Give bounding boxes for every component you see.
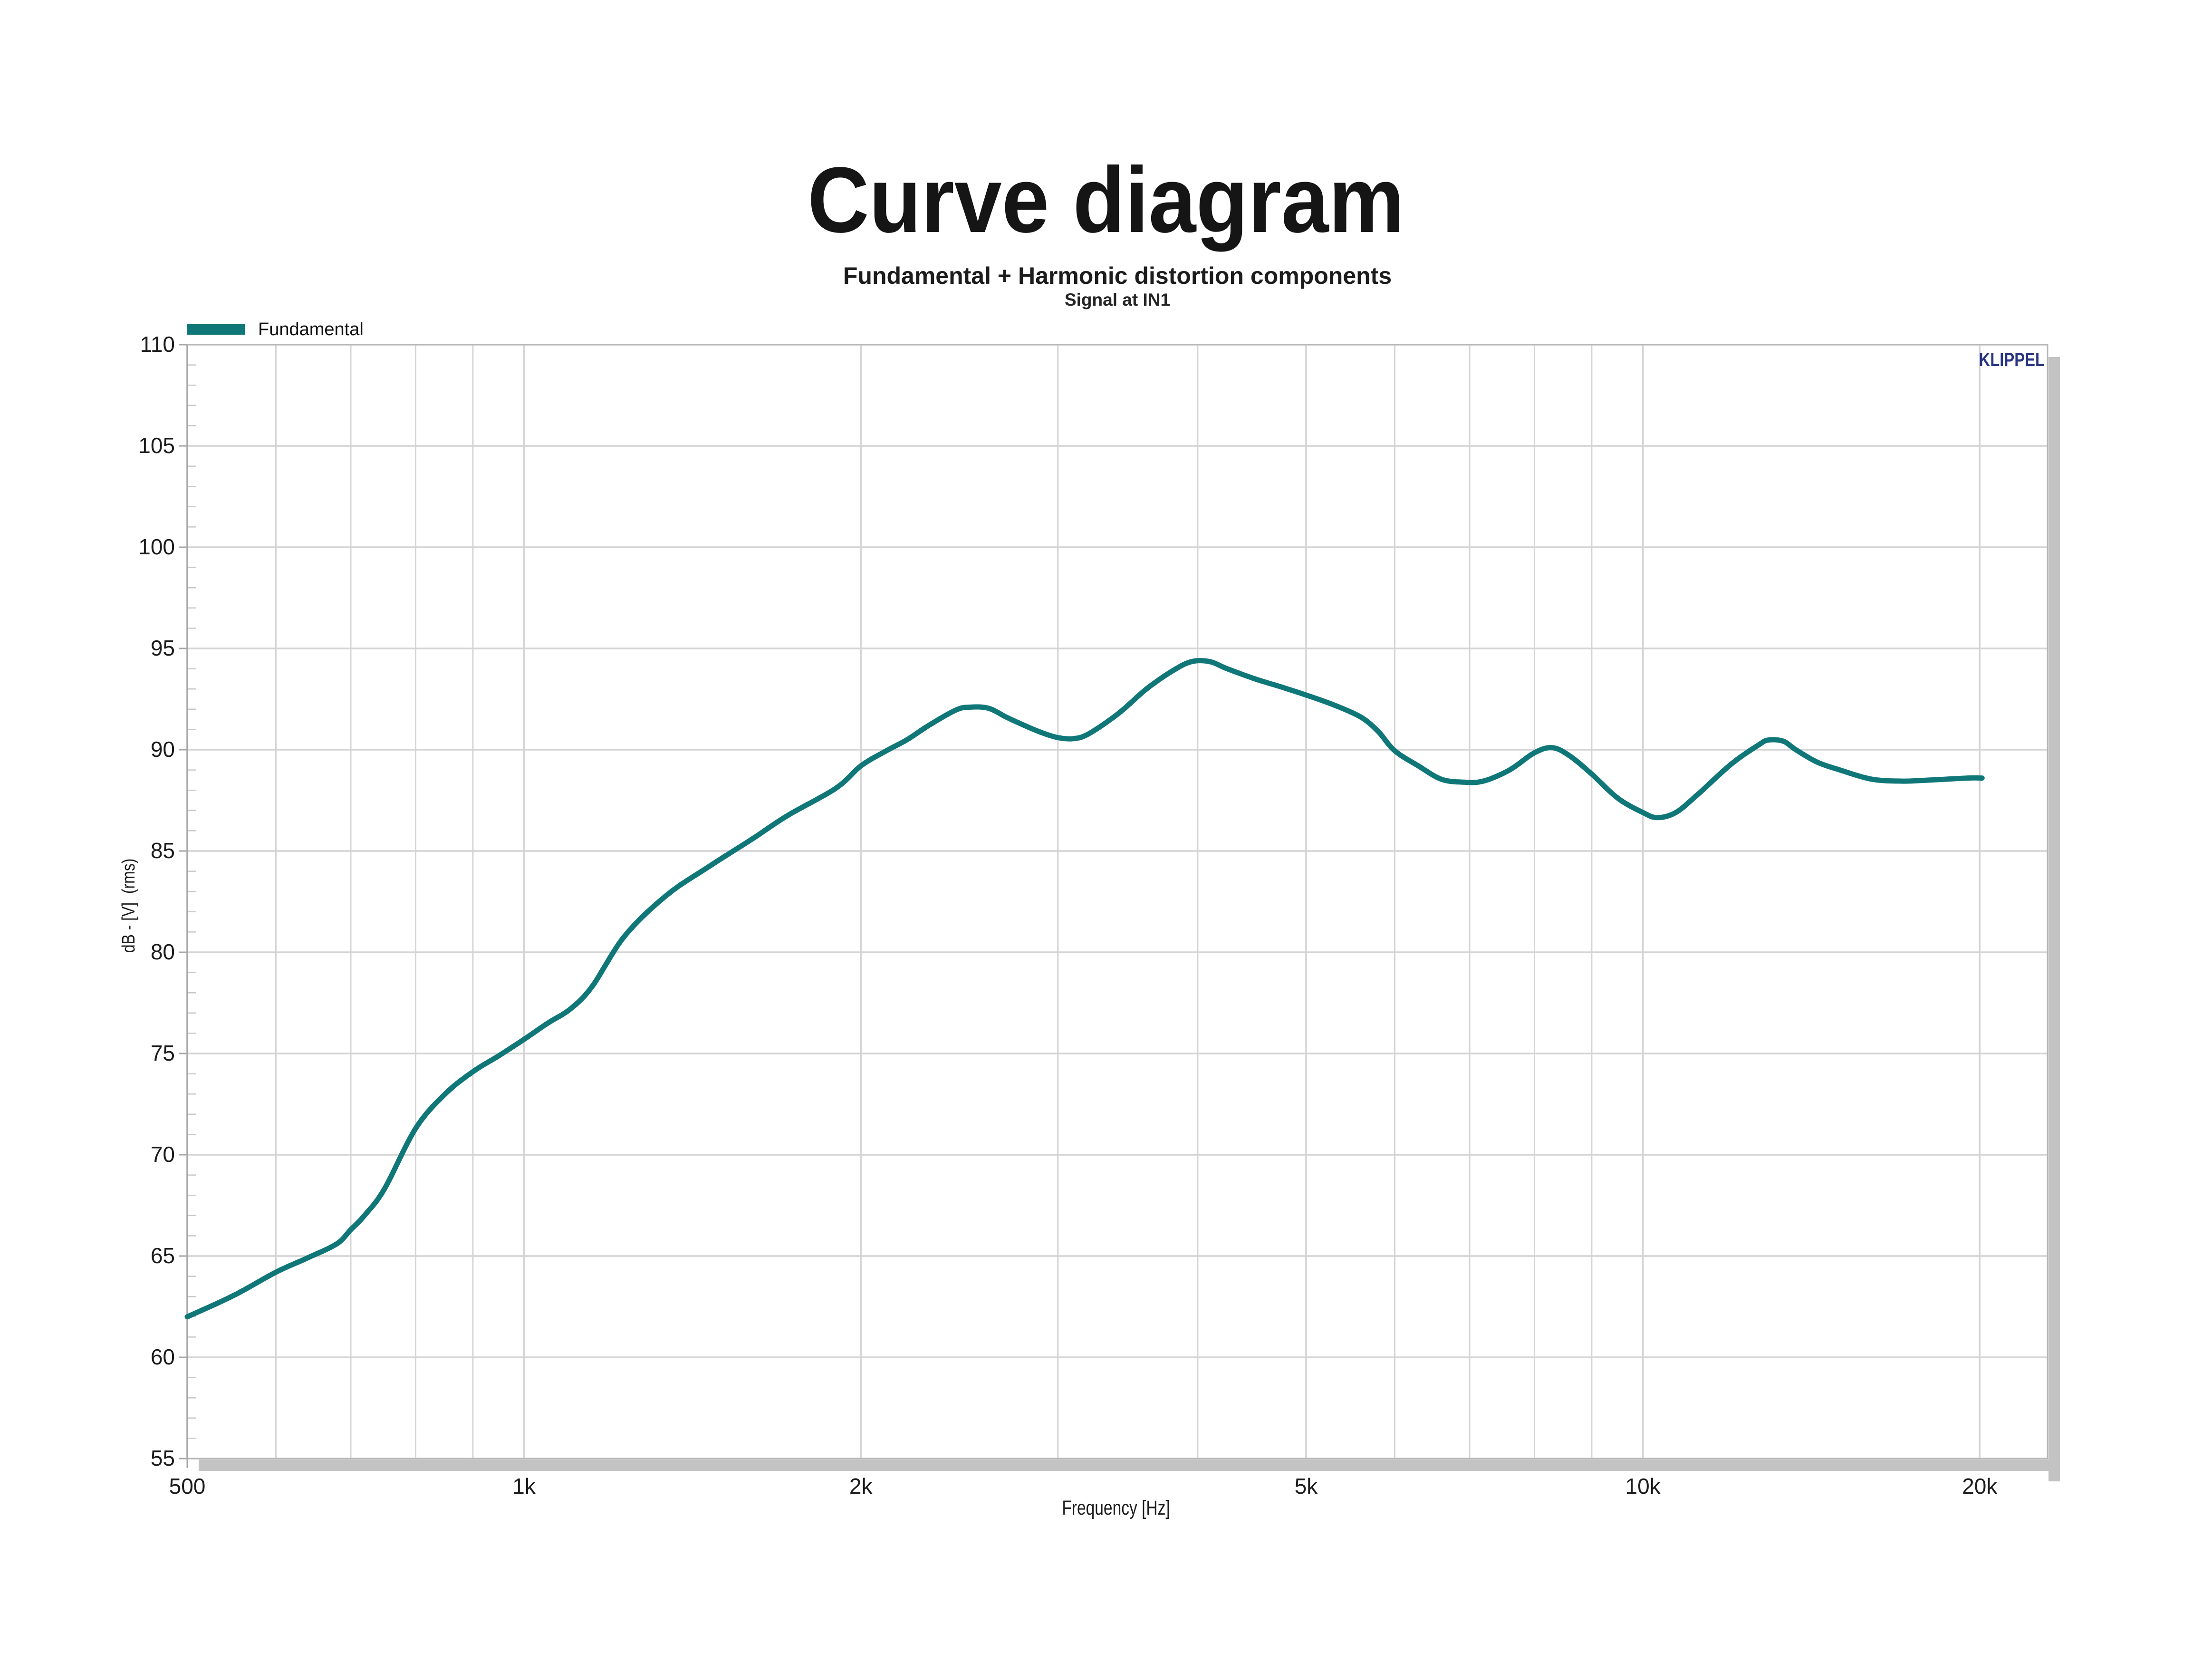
svg-text:70: 70: [151, 1142, 175, 1167]
svg-text:5k: 5k: [1295, 1474, 1318, 1498]
svg-text:100: 100: [138, 534, 175, 559]
svg-text:Fundamental: Fundamental: [258, 319, 364, 339]
svg-text:KLIPPEL: KLIPPEL: [1979, 349, 2045, 370]
svg-text:Frequency [Hz]: Frequency [Hz]: [1062, 1497, 1170, 1519]
svg-text:2k: 2k: [849, 1474, 873, 1498]
svg-text:Signal at IN1: Signal at IN1: [1065, 290, 1170, 309]
svg-text:1k: 1k: [512, 1474, 536, 1498]
svg-text:10k: 10k: [1625, 1474, 1661, 1498]
svg-text:85: 85: [151, 838, 175, 863]
svg-text:90: 90: [151, 737, 175, 762]
svg-text:55: 55: [151, 1446, 175, 1470]
svg-text:95: 95: [151, 636, 175, 660]
svg-text:110: 110: [140, 332, 175, 357]
svg-text:75: 75: [151, 1041, 175, 1065]
svg-text:Curve diagram: Curve diagram: [808, 148, 1404, 252]
svg-text:60: 60: [151, 1344, 175, 1369]
svg-text:20k: 20k: [1962, 1474, 1998, 1498]
svg-text:105: 105: [138, 433, 175, 458]
svg-text:Fundamental + Harmonic distort: Fundamental + Harmonic distortion compon…: [843, 262, 1392, 289]
svg-text:80: 80: [151, 939, 175, 964]
svg-text:500: 500: [169, 1474, 206, 1498]
svg-text:65: 65: [151, 1243, 175, 1268]
svg-text:dB - [V] (rms): dB - [V] (rms): [118, 859, 138, 953]
